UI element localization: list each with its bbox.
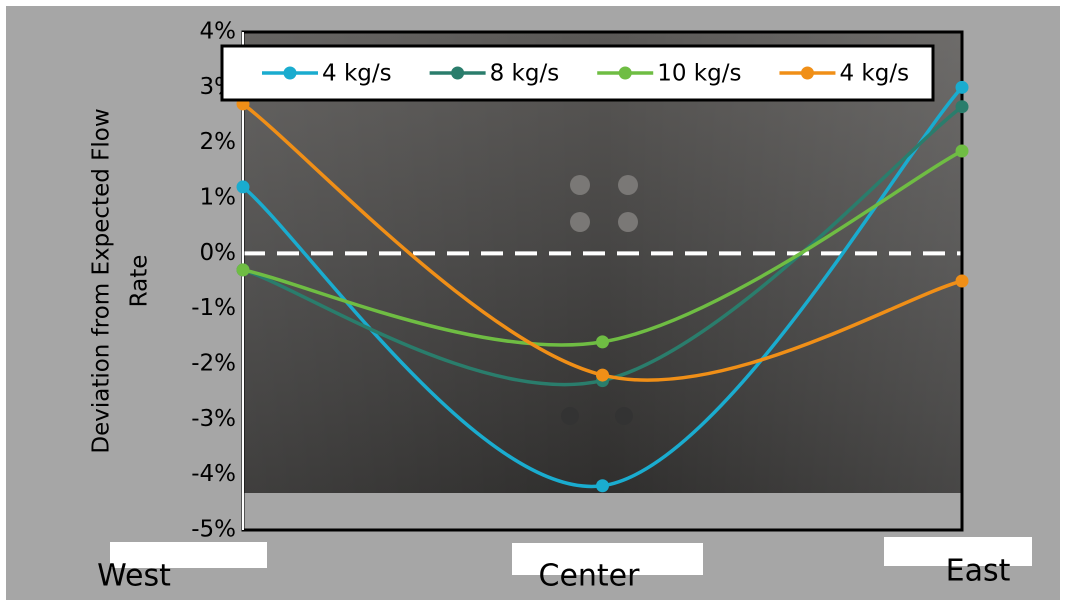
point — [237, 180, 250, 193]
point — [956, 81, 969, 94]
y-tick-label: -1% — [191, 295, 236, 321]
point — [237, 263, 250, 276]
y-tick-label: -3% — [191, 406, 236, 432]
y-tick-label: -5% — [191, 517, 236, 543]
legend-marker — [801, 67, 814, 80]
chart: -5%-4%-3%-2%-1%0%1%2%3%4%Deviation from … — [0, 0, 1066, 600]
legend-marker — [619, 67, 632, 80]
y-axis-label: Deviation from Expected Flow — [89, 108, 115, 453]
legend-label: 8 kg/s — [490, 61, 560, 87]
legend-label: 10 kg/s — [657, 61, 741, 87]
x-tick-label: West — [97, 559, 171, 594]
x-tick-label: East — [946, 554, 1011, 589]
point — [596, 479, 609, 492]
x-tick-label: Center — [539, 559, 641, 594]
y-tick-label: 1% — [200, 185, 237, 211]
point — [596, 335, 609, 348]
point — [956, 275, 969, 288]
y-tick-label: -4% — [191, 461, 236, 487]
y-tick-label: -2% — [191, 351, 236, 377]
y-tick-label: 4% — [200, 19, 237, 45]
legend-marker — [451, 67, 464, 80]
legend-marker — [284, 67, 297, 80]
legend-label: 4 kg/s — [322, 61, 392, 87]
point — [596, 369, 609, 382]
point — [956, 144, 969, 157]
point — [956, 100, 969, 113]
y-tick-label: 2% — [200, 129, 237, 155]
y-axis-label: Rate — [127, 255, 153, 308]
y-tick-label: 0% — [200, 240, 237, 266]
legend-label: 4 kg/s — [839, 61, 909, 87]
